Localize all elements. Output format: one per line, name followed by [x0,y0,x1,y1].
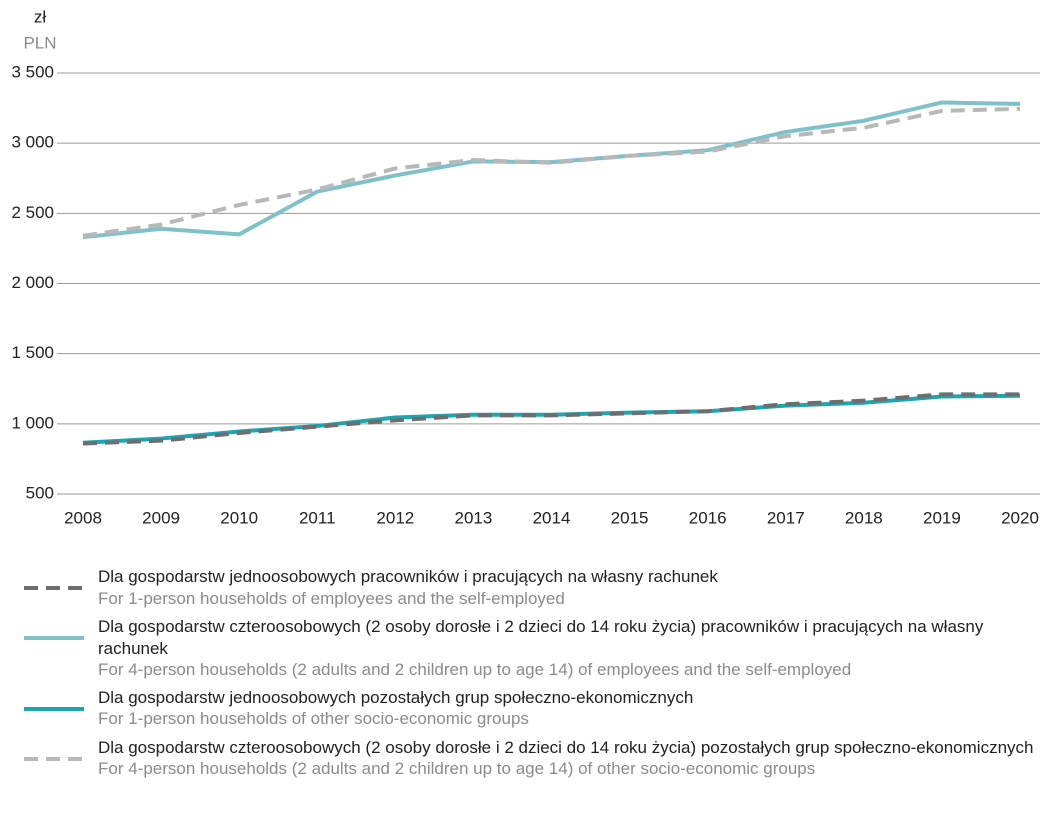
y-tick-label: 3 000 [11,133,54,152]
x-tick-label: 2014 [533,508,571,527]
legend-label: For 4-person households (2 adults and 2 … [98,759,816,778]
y-tick-label: 1 500 [11,343,54,362]
legend-text: Dla gospodarstw jednoosobowych pozostały… [98,687,693,730]
legend-label: For 1-person households of other socio-e… [98,709,529,728]
legend-item: Dla gospodarstw czteroosobowych (2 osoby… [22,616,1042,681]
series-line [82,100,1021,240]
legend: Dla gospodarstw jednoosobowych pracownik… [22,566,1042,787]
chart: zł PLN 500 1 000 1 500 2 000 2 500 3 000 3 500… [11,7,1040,527]
legend-label: For 4-person households (2 adults and 2 … [98,660,852,679]
x-tick-label: 2012 [376,508,414,527]
x-tick-label: 2019 [923,508,961,527]
legend-swatch [24,756,84,761]
x-tick-label: 2013 [455,508,493,527]
y-tick-label: 2 000 [11,273,54,292]
y-tick-label: 500 [26,483,54,502]
legend-label: Dla gospodarstw czteroosobowych (2 osoby… [98,737,1034,757]
legend-swatch [24,706,84,711]
series-line [82,392,1020,446]
x-tick-label: 2008 [64,508,102,527]
legend-label: Dla gospodarstw jednoosobowych pozostały… [98,687,694,707]
y-axis-label: zł [34,7,47,26]
legend-text: Dla gospodarstw czteroosobowych (2 osoby… [98,616,1042,681]
legend-item: Dla gospodarstw jednoosobowych pracownik… [22,566,1042,610]
legend-swatch [24,586,84,590]
legend-item: Dla gospodarstw jednoosobowych pozostały… [22,687,1042,731]
x-tick-label: 2015 [611,508,649,527]
legend-item: Dla gospodarstw czteroosobowych (2 osoby… [22,737,1042,781]
x-tick-label: 2020 [1001,508,1039,527]
x-tick-label: 2010 [220,508,258,527]
legend-label: Dla gospodarstw jednoosobowych pracownik… [98,567,718,586]
y-axis-label-en: PLN [23,33,56,52]
y-tick-label: 3 500 [11,62,54,81]
x-tick-label: 2009 [142,508,180,527]
legend-label: Dla gospodarstw czteroosobowych (2 osoby… [98,617,984,658]
legend-text: Dla gospodarstw jednoosobowych pracownik… [98,566,718,609]
y-tick-label: 1 000 [11,413,54,432]
series-line [82,106,1021,238]
x-tick-label: 2016 [689,508,727,527]
legend-swatch [24,636,84,640]
x-tick-label: 2017 [767,508,805,527]
legend-label: For 1-person households of employees and… [98,588,565,608]
legend-text: Dla gospodarstw czteroosobowych (2 osoby… [98,737,1033,780]
y-tick-label: 2 500 [11,203,54,222]
x-tick-label: 2011 [299,508,336,527]
x-tick-label: 2018 [845,508,883,527]
